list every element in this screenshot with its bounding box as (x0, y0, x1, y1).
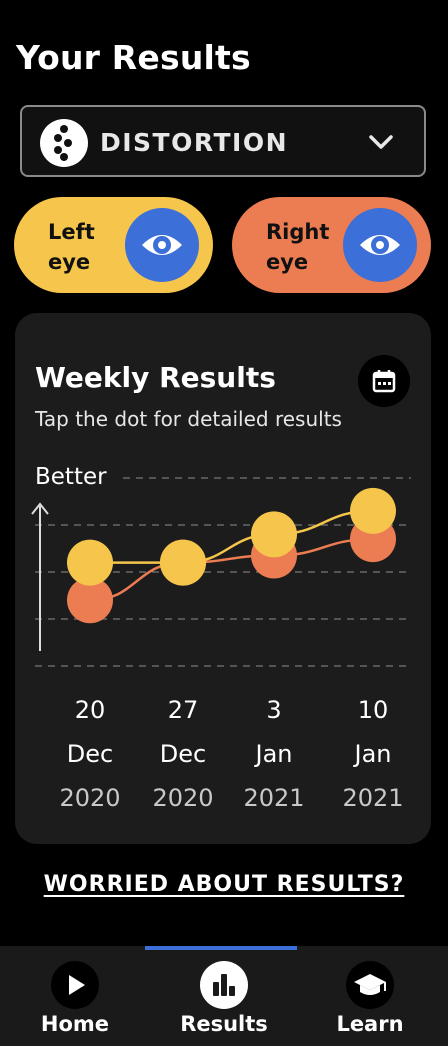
test-type-dropdown[interactable]: DISTORTION (20, 105, 426, 177)
page-title: Your Results (16, 38, 251, 77)
bar-chart-icon (200, 961, 248, 1009)
left-eye-toggle[interactable]: Left eye (14, 197, 213, 293)
series-1-point[interactable] (67, 539, 113, 586)
series-0-point[interactable] (67, 577, 113, 624)
calendar-icon (372, 370, 396, 393)
nav-home[interactable]: Home (0, 946, 150, 1046)
worried-about-results-link[interactable]: WORRIED ABOUT RESULTS? (43, 872, 405, 897)
play-icon (51, 961, 99, 1009)
right-eye-toggle[interactable]: Right eye (232, 197, 431, 293)
x-tick-label: Dec (160, 740, 206, 768)
x-tick-label: 20 (75, 696, 106, 724)
left-eye-label: Left eye (48, 220, 95, 274)
axis-arrowhead (31, 502, 49, 515)
x-tick-label: 2020 (152, 784, 213, 812)
x-tick-label: 3 (266, 696, 281, 724)
x-tick-label: 27 (168, 696, 199, 724)
weekly-results-chart: Better 20 Dec 2020 27 Dec 2020 3 Jan 2021 10 Jan 202… (31, 464, 411, 812)
x-tick-label: Jan (353, 740, 392, 768)
eye-icon (343, 208, 417, 282)
series-0-line (89, 537, 374, 602)
graduation-cap-icon (346, 961, 394, 1009)
eye-icon (125, 208, 199, 282)
x-tick-label: Jan (254, 740, 293, 768)
card-title: Weekly Results (35, 361, 276, 394)
right-eye-label: Right eye (266, 220, 330, 274)
x-tick-label: 10 (358, 696, 389, 724)
bottom-navigation: Home Results Learn (0, 946, 448, 1046)
x-tick-label: 2021 (243, 784, 304, 812)
nav-home-label: Home (40, 1012, 110, 1036)
series-1-line (89, 509, 374, 564)
weekly-results-card: Weekly Results Tap the dot for detailed … (15, 313, 431, 844)
x-tick-label: Dec (67, 740, 113, 768)
nav-learn[interactable]: Learn (295, 946, 445, 1046)
active-tab-indicator (145, 946, 297, 950)
nav-learn-label: Learn (336, 1012, 404, 1036)
series-1-point[interactable] (251, 511, 297, 558)
x-tick-label: 2020 (59, 784, 120, 812)
calendar-button[interactable] (358, 355, 410, 407)
series-1-point[interactable] (350, 487, 396, 534)
nav-results[interactable]: Results (149, 946, 299, 1046)
vertical-dots-icon (40, 119, 88, 167)
nav-results-label: Results (180, 1012, 268, 1036)
card-subtitle: Tap the dot for detailed results (35, 407, 342, 431)
series-1-point[interactable] (160, 539, 206, 586)
y-axis-label: Better (35, 464, 107, 490)
chevron-down-icon (369, 135, 393, 149)
x-tick-label: 2021 (342, 784, 403, 812)
dropdown-selected-value: DISTORTION (100, 128, 289, 157)
